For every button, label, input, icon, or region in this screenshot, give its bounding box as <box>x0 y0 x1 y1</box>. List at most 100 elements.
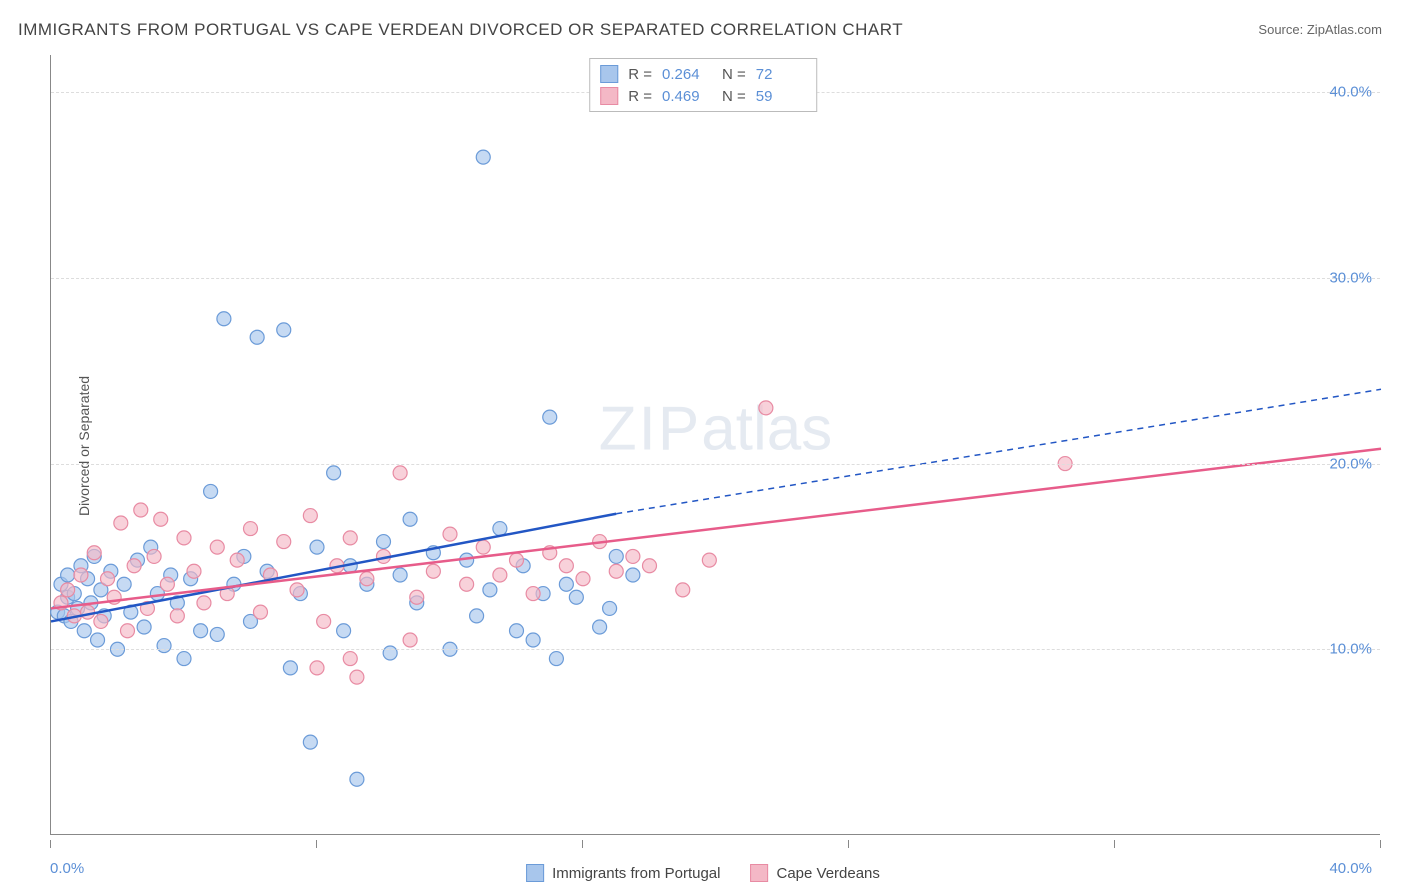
stats-swatch <box>600 65 618 83</box>
x-tick-mark <box>848 840 849 848</box>
stat-n-label: N = <box>722 88 746 105</box>
data-point-capeverdeans <box>303 509 317 523</box>
data-point-capeverdeans <box>61 583 75 597</box>
data-point-capeverdeans <box>154 512 168 526</box>
data-point-portugal <box>77 624 91 638</box>
data-point-portugal <box>61 568 75 582</box>
x-tick-max: 40.0% <box>1329 860 1372 877</box>
x-tick-mark <box>316 840 317 848</box>
data-point-capeverdeans <box>94 614 108 628</box>
data-point-capeverdeans <box>460 577 474 591</box>
data-point-capeverdeans <box>197 596 211 610</box>
data-point-portugal <box>569 590 583 604</box>
data-point-capeverdeans <box>114 516 128 530</box>
chart-container: IMMIGRANTS FROM PORTUGAL VS CAPE VERDEAN… <box>0 0 1406 892</box>
data-point-capeverdeans <box>74 568 88 582</box>
gridline-h <box>51 464 1380 465</box>
x-tick-mark <box>1380 840 1381 848</box>
data-point-capeverdeans <box>160 577 174 591</box>
data-point-portugal <box>327 466 341 480</box>
y-tick-label: 30.0% <box>1329 269 1372 286</box>
legend-item: Immigrants from Portugal <box>526 864 720 882</box>
legend-item: Cape Verdeans <box>750 864 879 882</box>
data-point-capeverdeans <box>187 564 201 578</box>
data-point-portugal <box>510 624 524 638</box>
data-point-capeverdeans <box>244 522 258 536</box>
stat-n-value: 59 <box>756 88 806 105</box>
data-point-capeverdeans <box>526 587 540 601</box>
chart-title: IMMIGRANTS FROM PORTUGAL VS CAPE VERDEAN… <box>18 20 903 40</box>
y-tick-label: 10.0% <box>1329 641 1372 658</box>
data-point-portugal <box>217 312 231 326</box>
y-tick-label: 40.0% <box>1329 84 1372 101</box>
data-point-capeverdeans <box>277 535 291 549</box>
stat-r-label: R = <box>628 66 652 83</box>
data-point-capeverdeans <box>81 605 95 619</box>
stats-swatch <box>600 87 618 105</box>
data-point-capeverdeans <box>127 559 141 573</box>
data-point-portugal <box>483 583 497 597</box>
data-point-portugal <box>337 624 351 638</box>
source-attribution: Source: ZipAtlas.com <box>1258 22 1382 37</box>
x-tick-mark <box>1114 840 1115 848</box>
stat-r-value: 0.264 <box>662 66 712 83</box>
series-legend: Immigrants from Portugal Cape Verdeans <box>526 864 880 882</box>
legend-label: Cape Verdeans <box>776 865 879 882</box>
data-point-capeverdeans <box>310 661 324 675</box>
stat-r-value: 0.469 <box>662 88 712 105</box>
data-point-portugal <box>210 627 224 641</box>
stats-legend: R = 0.264 N = 72R = 0.469 N = 59 <box>589 58 817 112</box>
data-point-portugal <box>91 633 105 647</box>
data-point-portugal <box>310 540 324 554</box>
data-point-portugal <box>137 620 151 634</box>
data-point-capeverdeans <box>702 553 716 567</box>
data-point-capeverdeans <box>443 527 457 541</box>
data-point-portugal <box>609 549 623 563</box>
data-point-capeverdeans <box>343 531 357 545</box>
stat-n-value: 72 <box>756 66 806 83</box>
data-point-capeverdeans <box>230 553 244 567</box>
stat-n-label: N = <box>722 66 746 83</box>
data-point-portugal <box>250 330 264 344</box>
data-point-capeverdeans <box>360 572 374 586</box>
x-tick-mark <box>50 840 51 848</box>
data-point-capeverdeans <box>559 559 573 573</box>
data-point-portugal <box>303 735 317 749</box>
source-label: Source: <box>1258 22 1303 37</box>
data-point-portugal <box>593 620 607 634</box>
data-point-capeverdeans <box>643 559 657 573</box>
data-point-portugal <box>559 577 573 591</box>
legend-label: Immigrants from Portugal <box>552 865 720 882</box>
stats-row-portugal: R = 0.264 N = 72 <box>600 63 806 85</box>
gridline-h <box>51 649 1380 650</box>
data-point-capeverdeans <box>403 633 417 647</box>
data-point-capeverdeans <box>101 572 115 586</box>
data-point-portugal <box>493 522 507 536</box>
data-point-portugal <box>470 609 484 623</box>
legend-swatch <box>526 864 544 882</box>
data-point-capeverdeans <box>676 583 690 597</box>
data-point-portugal <box>350 772 364 786</box>
y-tick-label: 20.0% <box>1329 455 1372 472</box>
data-point-capeverdeans <box>493 568 507 582</box>
data-point-capeverdeans <box>120 624 134 638</box>
data-point-portugal <box>526 633 540 647</box>
source-value: ZipAtlas.com <box>1307 22 1382 37</box>
data-point-capeverdeans <box>290 583 304 597</box>
data-point-portugal <box>393 568 407 582</box>
data-point-portugal <box>549 652 563 666</box>
data-point-capeverdeans <box>576 572 590 586</box>
data-point-portugal <box>283 661 297 675</box>
gridline-h <box>51 278 1380 279</box>
data-point-portugal <box>603 601 617 615</box>
data-point-portugal <box>204 484 218 498</box>
data-point-portugal <box>194 624 208 638</box>
data-point-capeverdeans <box>177 531 191 545</box>
data-point-capeverdeans <box>317 614 331 628</box>
data-point-capeverdeans <box>510 553 524 567</box>
data-point-portugal <box>157 639 171 653</box>
data-point-portugal <box>383 646 397 660</box>
data-point-portugal <box>403 512 417 526</box>
data-point-capeverdeans <box>350 670 364 684</box>
data-point-portugal <box>117 577 131 591</box>
